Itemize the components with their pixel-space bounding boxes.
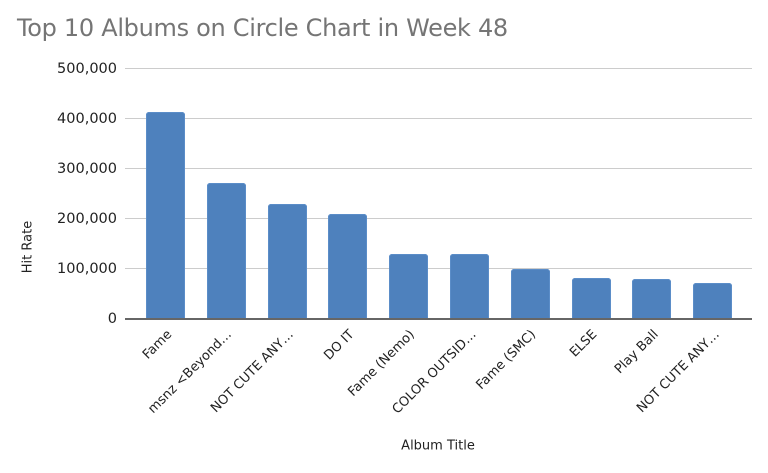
bar[interactable] xyxy=(328,214,368,319)
x-tick-label: Play Ball xyxy=(611,326,662,377)
y-axis-label: Hit Rate xyxy=(20,220,36,274)
y-tick-label: 400,000 xyxy=(57,110,117,127)
x-tick-label: ELSE xyxy=(567,326,601,360)
y-tick-label: 500,000 xyxy=(57,60,117,77)
x-tick-label: DO IT xyxy=(321,326,358,363)
bar[interactable] xyxy=(206,182,246,319)
y-tick-label: 200,000 xyxy=(57,210,117,227)
gridline xyxy=(125,268,752,269)
bar[interactable] xyxy=(450,254,489,319)
bar[interactable] xyxy=(389,253,429,319)
x-axis-label: Album Title xyxy=(401,438,475,454)
x-tick-label: Fame xyxy=(139,326,175,362)
bar[interactable] xyxy=(510,268,550,319)
x-axis-line xyxy=(125,317,752,320)
y-tick-label: 100,000 xyxy=(57,260,117,277)
gridline xyxy=(125,168,752,169)
gridline xyxy=(125,118,752,119)
bar[interactable] xyxy=(693,283,733,319)
gridline xyxy=(125,218,752,219)
bar[interactable] xyxy=(571,277,611,319)
bar[interactable] xyxy=(267,203,307,319)
x-tick-label: Fame (SMC) xyxy=(473,326,540,393)
y-tick-label: 0 xyxy=(107,310,117,327)
y-tick-label: 300,000 xyxy=(57,160,117,177)
bar[interactable] xyxy=(632,278,672,319)
chart-title: Top 10 Albums on Circle Chart in Week 48 xyxy=(17,14,508,42)
bar[interactable] xyxy=(146,111,185,319)
gridline xyxy=(125,68,752,69)
